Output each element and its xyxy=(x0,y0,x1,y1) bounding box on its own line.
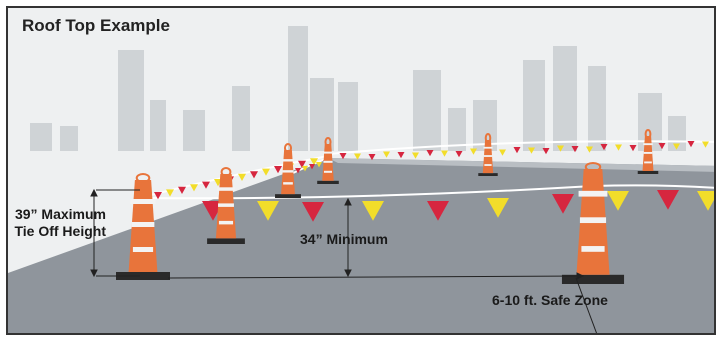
pennant-flag xyxy=(697,191,714,211)
pennant-flag xyxy=(362,201,384,221)
pennant-flag xyxy=(702,141,709,148)
max-height-line2: Tie Off Height xyxy=(14,223,106,239)
pennant-flag xyxy=(455,151,463,158)
pennant-flag xyxy=(629,145,637,152)
pennant-flag xyxy=(354,153,361,160)
traffic-cone xyxy=(207,167,245,244)
pennant-flag xyxy=(298,160,306,168)
pennant-flag xyxy=(238,173,246,181)
pennant-flag xyxy=(316,162,322,168)
roof-scene xyxy=(8,26,714,333)
pennant-flag xyxy=(274,166,282,174)
pennant-flag xyxy=(586,146,593,153)
pennant-flag xyxy=(426,150,434,157)
pennant-flag xyxy=(673,143,680,150)
pennant-flag xyxy=(339,153,347,160)
diagram-title: Roof Top Example xyxy=(22,16,170,35)
traffic-cones xyxy=(116,129,659,284)
roof-surface xyxy=(8,158,714,333)
pennant-flag xyxy=(487,198,509,218)
pennant-flag xyxy=(657,190,679,210)
pennant-flag xyxy=(262,168,270,176)
traffic-cone xyxy=(637,129,659,174)
pennant-flag xyxy=(302,202,324,222)
traffic-cone xyxy=(317,137,339,184)
pennant-flag xyxy=(441,150,448,157)
pennant-flag xyxy=(658,143,666,150)
pennant-flag xyxy=(499,149,506,156)
diagram-frame: Roof Top Example 39” Maximum Tie Off Hei… xyxy=(6,6,716,335)
max-height-label: 39” Maximum Tie Off Height xyxy=(10,206,106,240)
pennant-flag xyxy=(571,146,579,153)
pennant-flag xyxy=(309,164,315,170)
pennant-flags xyxy=(154,141,714,222)
pennant-flag xyxy=(295,168,301,174)
pennant-flag xyxy=(607,191,629,211)
pennant-flag xyxy=(190,184,198,192)
pennant-flag xyxy=(383,151,390,158)
pennant-flag xyxy=(166,189,174,197)
pennant-flag xyxy=(528,147,535,154)
pennant-flag xyxy=(302,166,308,172)
rope-lines xyxy=(142,140,714,200)
city-skyline xyxy=(30,26,686,151)
pennant-flag xyxy=(310,158,318,166)
minimum-height-label: 34” Minimum xyxy=(300,231,388,247)
pennant-flag xyxy=(427,201,449,221)
max-height-line1: 39” Maximum xyxy=(14,206,106,222)
pennant-flag xyxy=(397,152,405,159)
pennant-flag xyxy=(250,171,258,179)
pennant-flag xyxy=(600,144,608,151)
pennant-flag xyxy=(687,141,695,148)
roof-far-edge xyxy=(328,158,714,172)
traffic-cone xyxy=(116,173,170,280)
traffic-cone xyxy=(561,162,625,284)
safe-zone-label: 6-10 ft. Safe Zone xyxy=(492,292,608,308)
pennant-flag xyxy=(257,201,279,221)
traffic-cone xyxy=(478,133,498,176)
pennant-flag xyxy=(470,148,477,155)
dimension-lines xyxy=(90,188,598,333)
pennant-flag xyxy=(552,194,574,214)
pennant-flag xyxy=(178,186,186,194)
pennant-flag xyxy=(154,192,162,200)
pennant-flag xyxy=(368,154,376,161)
pennant-flag xyxy=(542,148,550,155)
pennant-flag xyxy=(412,152,419,159)
pennant-flag xyxy=(557,145,564,152)
pennant-flag xyxy=(202,181,210,189)
pennant-flag xyxy=(615,144,622,151)
pennant-flag xyxy=(513,147,521,154)
traffic-cone xyxy=(275,143,301,198)
